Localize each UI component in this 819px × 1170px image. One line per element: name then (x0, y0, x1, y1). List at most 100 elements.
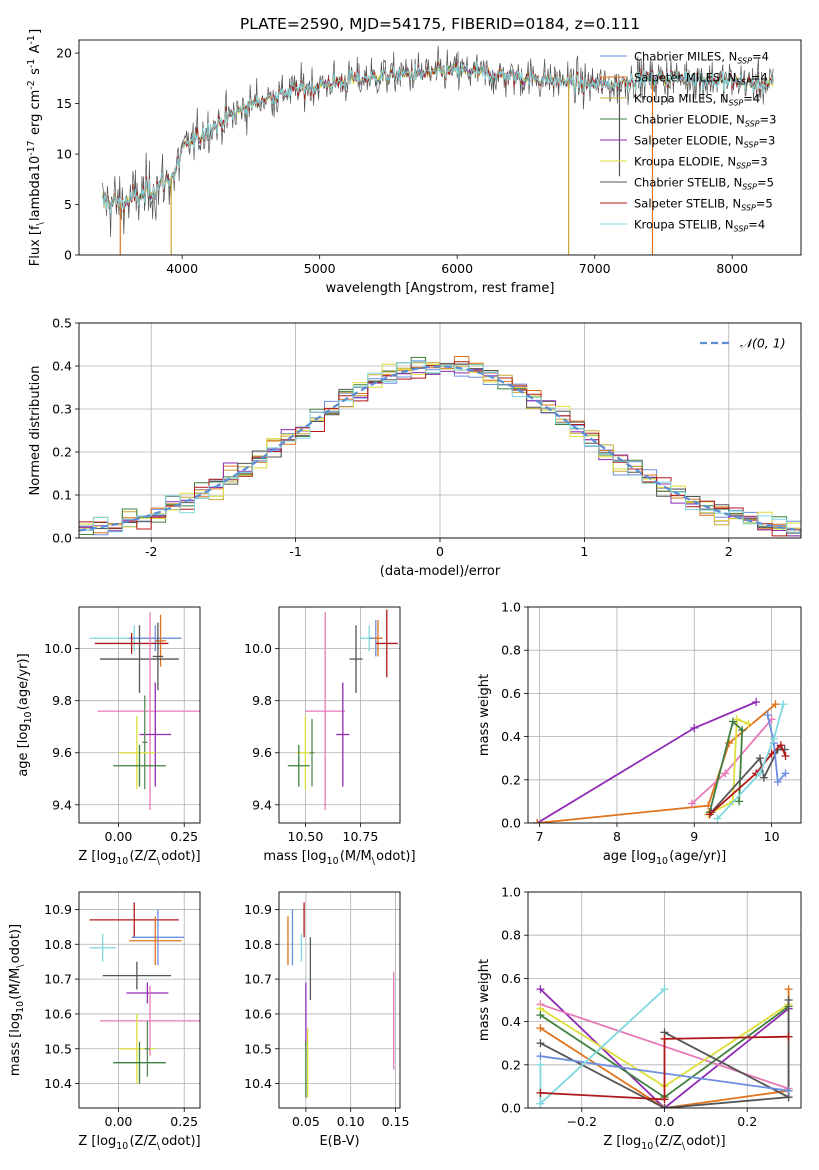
ticks: 0.00 0.25 10.4 10.5 10.6 10.7 10.8 10.9 (44, 902, 198, 1129)
axes-frame (78, 891, 201, 1109)
weight-marker (773, 777, 782, 786)
weight-marker (660, 1095, 669, 1104)
y-axis-label: Normed distribution (28, 366, 43, 496)
y-tick-label: 0.4 (501, 1014, 521, 1029)
weight-marker (536, 1039, 545, 1048)
y-tick-label: 0.2 (501, 772, 521, 787)
legend-entry: Chabrier MILES, NSSP=4 (634, 50, 769, 66)
error-point (142, 695, 148, 790)
y-tick-label: 0.0 (501, 1101, 521, 1116)
y-tick-label: 10.6 (44, 1006, 72, 1021)
y-tick-label: 0.5 (52, 316, 72, 331)
x-tick-label: 7000 (579, 261, 611, 276)
y-tick-label: 1.0 (501, 600, 521, 615)
y-tick-label: 0.2 (501, 1057, 521, 1072)
plot-body (89, 902, 200, 1084)
y-tick-label: 5 (64, 197, 72, 212)
panel-z-age: 0.00 0.25 9.4 9.6 9.8 10.0 Z [log10 (Z/Z\ odot… (16, 606, 201, 867)
axes-frame (278, 606, 401, 824)
weight-marker (776, 741, 785, 750)
x-tick-label: -1 (289, 544, 301, 559)
x-axis-label: age [log10 (age/yr)] (603, 849, 726, 867)
error-point (144, 1020, 151, 1077)
plot-area (528, 607, 801, 823)
weight-marker (713, 814, 722, 823)
y-tick-label: 10.9 (244, 902, 272, 917)
legend-entry: Salpeter STELIB, NSSP=5 (634, 197, 773, 213)
error-point (128, 916, 182, 966)
y-tick-label: 0.3 (52, 402, 72, 417)
y-tick-label: 9.8 (52, 693, 72, 708)
y-tick-label: 1.0 (501, 885, 521, 900)
error-point (100, 625, 179, 693)
error-point (287, 744, 310, 787)
y-tick-label: 9.6 (252, 745, 272, 760)
weight-marker (536, 1099, 545, 1108)
error-point (126, 982, 169, 1004)
panel-residuals: -2 -1 0 1 2 0.0 0.1 0.2 0.3 0.4 0.5 (data-model)/er… (28, 316, 802, 579)
x-tick-label: 0.0 (655, 1114, 675, 1129)
error-point (152, 622, 164, 691)
error-point (113, 744, 166, 787)
x-axis-label: (data-model)/error (380, 564, 501, 579)
plot-body (536, 985, 793, 1108)
x-tick-label: 7 (536, 829, 544, 844)
panel-z-weight: −0.2 0.0 0.2 0.0 0.2 0.4 0.6 0.8 1.0 Z [log10 (Z/… (477, 885, 802, 1152)
spectrum-line (102, 61, 774, 215)
y-tick-label: 0.8 (501, 928, 521, 943)
weight-marker (705, 810, 714, 819)
legend: Chabrier MILES, NSSP=4 Salpeter MILES, NS… (600, 50, 776, 234)
weight-line (707, 718, 749, 816)
weight-marker (533, 819, 542, 823)
x-tick-label: 0.00 (105, 1114, 133, 1129)
axes-frame (527, 891, 802, 1109)
plot-body (287, 609, 398, 810)
y-tick-label: 10.7 (44, 972, 72, 987)
weight-marker (536, 1088, 545, 1097)
error-point (100, 986, 200, 1056)
x-tick-label: 0.05 (292, 1114, 320, 1129)
x-tick-label: 0.10 (337, 1114, 365, 1129)
y-tick-label: 10.0 (244, 641, 272, 656)
axes-frame (278, 891, 401, 1109)
weight-marker (769, 734, 778, 743)
y-tick-label: 10.8 (44, 937, 72, 952)
legend-entry: Chabrier ELODIE, NSSP=3 (634, 113, 776, 129)
x-tick-label: 8 (613, 829, 621, 844)
weight-marker (728, 717, 737, 726)
weight-marker (784, 996, 793, 1004)
x-tick-label: −0.2 (567, 1114, 597, 1129)
weight-marker (771, 700, 780, 709)
axes-frame (78, 39, 802, 256)
plot-body (79, 356, 801, 537)
weight-line (539, 988, 666, 1105)
figure-title: PLATE=2590, MJD=54175, FIBERID=0184, z=0… (240, 15, 640, 33)
weight-marker (759, 773, 768, 782)
plot-body (533, 698, 790, 823)
weight-line (664, 1031, 790, 1098)
x-tick-label: 2 (725, 544, 733, 559)
error-point (102, 961, 172, 990)
weight-marker (687, 799, 696, 808)
y-tick-label: 9.4 (252, 797, 272, 812)
x-axis-label: Z [log10 (Z/Z\ odot)] (603, 1134, 725, 1152)
weight-line (766, 714, 787, 785)
weight-marker (784, 1086, 793, 1095)
panel-age-weight: 7 8 9 10 0.0 0.2 0.4 0.6 0.8 1.0 age [log10 (age/y… (477, 600, 802, 867)
error-point (128, 625, 182, 652)
legend: 𝒩(0, 1) (700, 336, 786, 351)
weight-marker (536, 1060, 545, 1069)
x-tick-label: 4000 (166, 261, 198, 276)
weight-marker (536, 1052, 545, 1061)
weight-marker (536, 985, 545, 994)
error-point (94, 633, 169, 654)
y-tick-label: 9.8 (252, 693, 272, 708)
x-tick-label: 10.50 (288, 829, 324, 844)
weight-marker (660, 985, 669, 994)
y-tick-label: 10.5 (244, 1041, 272, 1056)
plot-area (279, 892, 400, 1108)
error-point (97, 612, 200, 810)
weight-marker (779, 700, 788, 709)
